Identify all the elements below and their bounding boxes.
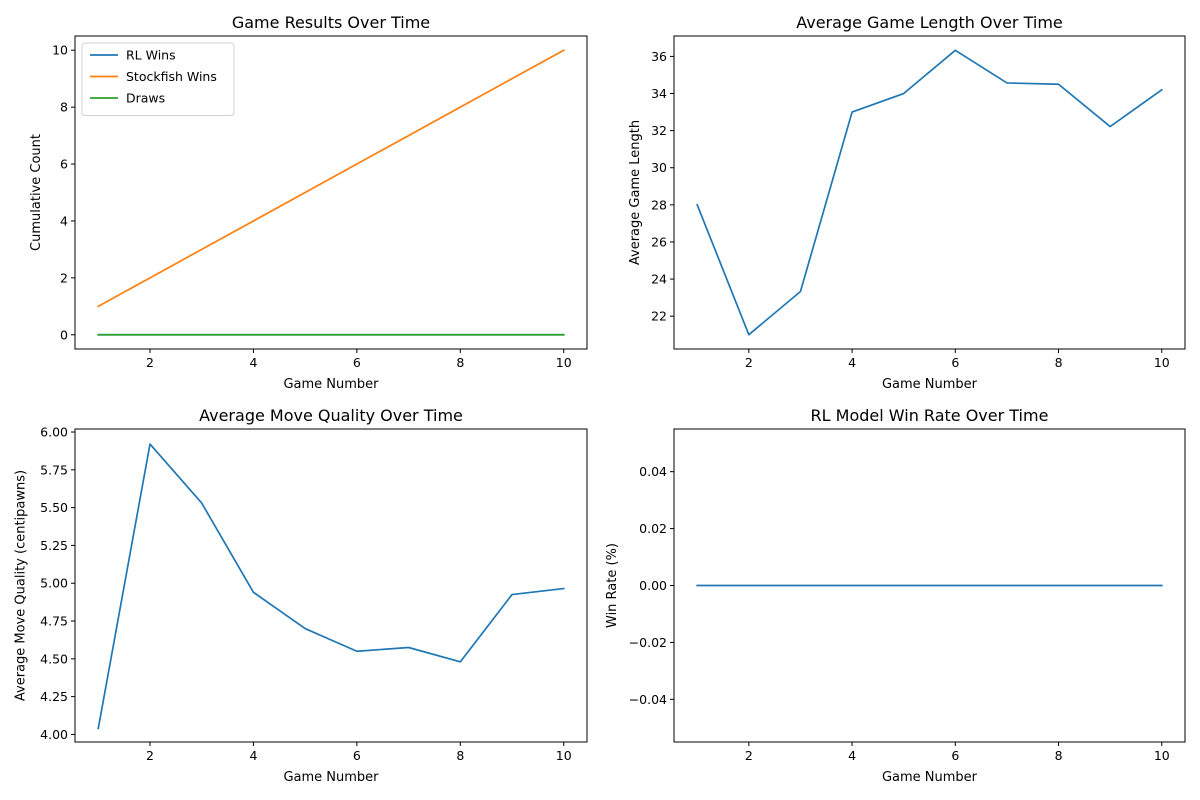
x-tick-label: 6	[353, 355, 361, 370]
y-axis-label: Cumulative Count	[29, 134, 44, 251]
x-tick-label: 8	[456, 748, 464, 763]
chart-title: Average Game Length Over Time	[796, 13, 1063, 32]
y-tick-label: 8	[60, 100, 68, 115]
x-tick-label: 2	[146, 355, 154, 370]
y-tick-label: 0.00	[639, 578, 667, 593]
x-tick-label: 6	[353, 748, 361, 763]
x-axis-label: Game Number	[882, 377, 978, 392]
y-axis-label: Average Move Quality (centipawns)	[14, 470, 29, 701]
x-tick-label: 10	[1154, 355, 1170, 370]
y-tick-label: 2	[60, 270, 68, 285]
y-tick-label: 36	[651, 49, 667, 64]
x-tick-label: 2	[745, 748, 753, 763]
y-tick-label: 6.00	[40, 425, 68, 440]
series-line-2	[97, 49, 565, 308]
y-axis-label: Average Game Length	[628, 120, 643, 265]
y-tick-label: 0	[60, 327, 68, 342]
x-tick-label: 8	[1055, 748, 1063, 763]
legend: RL Wins Stockfish Wins Draws	[81, 42, 235, 116]
y-tick-label: 10	[52, 43, 68, 58]
subplot-1: Game Results Over Time 2 4 6 8 10 0 2 4 6 8 10 Game …	[29, 13, 588, 392]
x-tick-label: 10	[556, 748, 572, 763]
y-tick-label: 0.04	[639, 464, 667, 479]
y-tick-label: 6	[60, 157, 68, 172]
legend-entry: RL Wins	[126, 48, 176, 63]
x-tick-label: 4	[848, 748, 856, 763]
x-tick-label: 4	[249, 355, 257, 370]
y-axis-label: Win Rate (%)	[605, 543, 620, 628]
y-tick-label: 0.02	[639, 521, 667, 536]
subplot-4: RL Model Win Rate Over Time 2 4 6 8 10 −0.04 −0…	[605, 406, 1186, 785]
y-tick-label: 32	[651, 123, 667, 138]
legend-box	[81, 42, 235, 116]
y-tick-label: 4.25	[40, 689, 68, 704]
y-tick-label: 5.75	[40, 462, 68, 477]
axes-frame	[673, 35, 1186, 350]
y-tick-label: −0.02	[629, 635, 667, 650]
x-tick-label: 4	[848, 355, 856, 370]
series-line-1	[696, 49, 1163, 336]
y-tick-label: 4	[60, 213, 68, 228]
x-tick-label: 10	[1154, 748, 1170, 763]
y-tick-label: 4.00	[40, 727, 68, 742]
x-tick-label: 4	[249, 748, 257, 763]
subplot-3: Average Move Quality Over Time 2 4 6 8 10 4.00…	[14, 406, 588, 785]
y-tick-label: −0.04	[629, 692, 667, 707]
x-tick-label: 6	[951, 748, 959, 763]
chart-title: Game Results Over Time	[232, 13, 430, 32]
x-tick-label: 2	[745, 355, 753, 370]
y-tick-label: 5.50	[40, 500, 68, 515]
y-tick-label: 4.75	[40, 614, 68, 629]
series-line-1	[97, 443, 565, 730]
y-tick-label: 5.25	[40, 538, 68, 553]
legend-entry: Stockfish Wins	[126, 69, 217, 84]
chart-title: Average Move Quality Over Time	[199, 406, 463, 425]
y-tick-label: 24	[651, 272, 667, 287]
y-tick-label: 22	[651, 309, 667, 324]
chart-title: RL Model Win Rate Over Time	[811, 406, 1049, 425]
x-tick-label: 6	[951, 355, 959, 370]
y-tick-label: 5.00	[40, 576, 68, 591]
x-axis-label: Game Number	[283, 377, 379, 392]
legend-entry: Draws	[126, 91, 165, 106]
y-tick-label: 26	[651, 234, 667, 249]
axes-frame	[74, 35, 588, 350]
x-tick-label: 8	[456, 355, 464, 370]
y-tick-label: 28	[651, 197, 667, 212]
x-tick-label: 8	[1055, 355, 1063, 370]
axes-frame	[74, 428, 588, 743]
x-axis-label: Game Number	[283, 770, 379, 785]
y-tick-label: 34	[651, 86, 667, 101]
x-tick-label: 2	[146, 748, 154, 763]
x-tick-label: 10	[556, 355, 572, 370]
y-tick-label: 30	[651, 160, 667, 175]
y-tick-label: 4.50	[40, 651, 68, 666]
x-axis-label: Game Number	[882, 770, 978, 785]
